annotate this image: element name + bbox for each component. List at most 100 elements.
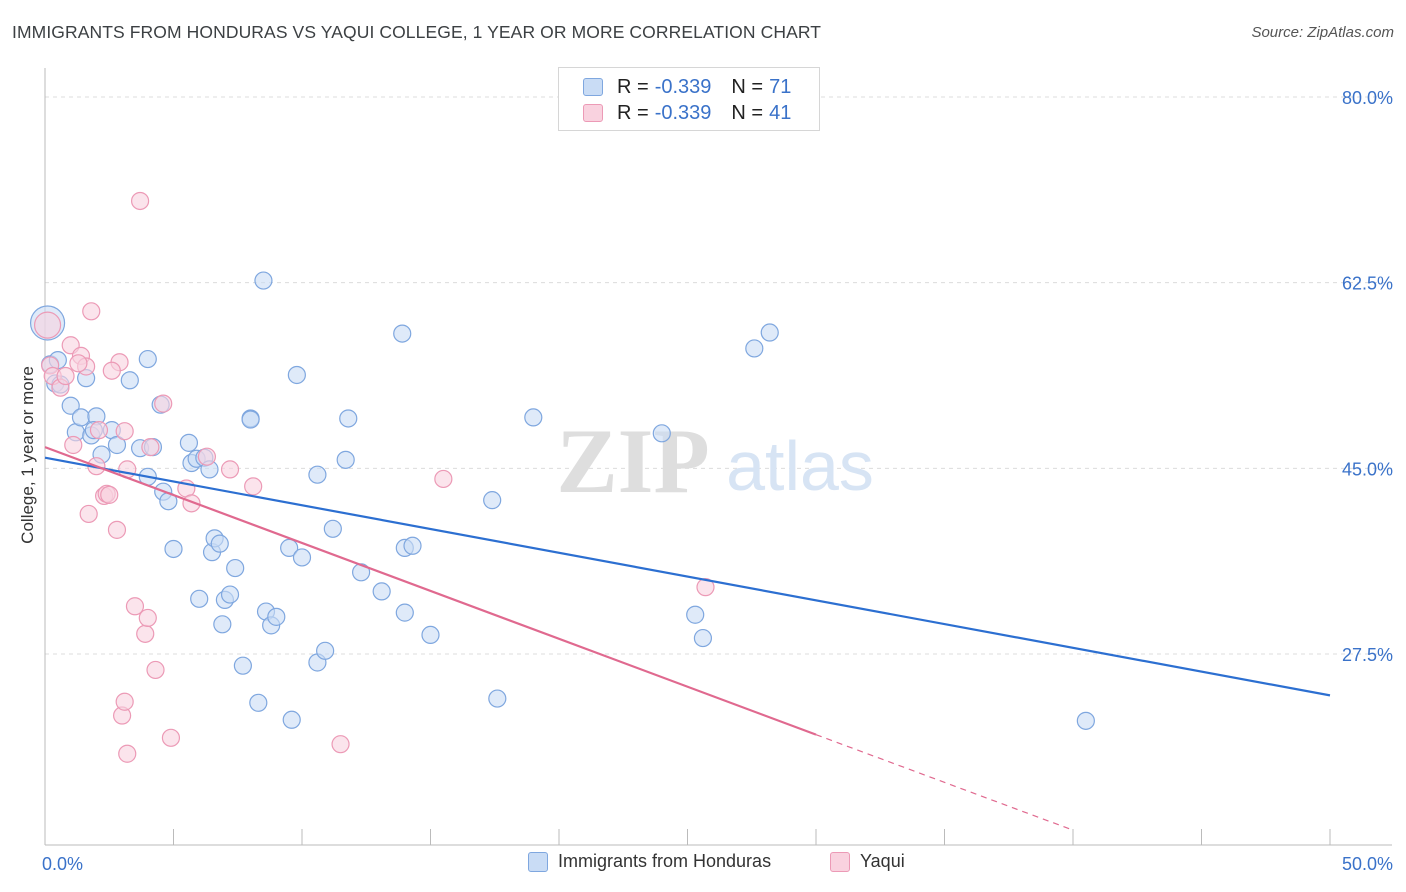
honduras-point	[352, 563, 371, 582]
yaqui-trend-line	[44, 446, 817, 736]
honduras-trend-line	[44, 456, 1331, 697]
yaqui-point	[82, 302, 101, 321]
yaqui-point	[197, 447, 217, 466]
x-tick-label: 0.0%	[42, 854, 83, 874]
honduras-point	[403, 536, 422, 555]
honduras-point	[745, 339, 764, 358]
honduras-point	[686, 605, 705, 624]
honduras-point	[107, 435, 127, 455]
r-value: -0.339	[654, 101, 712, 124]
y-axis-label: College, 1 year or more	[18, 366, 37, 544]
yaqui-point	[161, 728, 181, 747]
honduras-point	[282, 710, 301, 729]
yaqui-point	[125, 597, 145, 616]
yaqui-point	[434, 469, 453, 489]
n-value: 71	[769, 75, 792, 98]
yaqui-point	[89, 421, 109, 440]
honduras-point	[179, 433, 199, 452]
n-label: N =	[731, 75, 764, 98]
honduras-point	[71, 408, 91, 427]
honduras-point	[652, 424, 671, 443]
yaqui-point	[79, 504, 98, 524]
honduras-point	[233, 656, 252, 675]
honduras-swatch	[528, 851, 548, 872]
points-layer	[29, 191, 1095, 763]
yaqui-swatch	[583, 104, 603, 122]
honduras-point	[138, 349, 157, 369]
honduras-point	[372, 582, 391, 601]
legend-label-yaqui: Yaqui	[860, 851, 905, 871]
watermark-atlas: atlas	[726, 427, 874, 505]
yaqui-point	[136, 624, 155, 643]
honduras-point	[323, 519, 342, 538]
label-layer: 27.5% 45.0% 62.5% 80.0% 0.0% 50.0% College, 1 …	[18, 88, 1393, 874]
yaqui-point	[115, 422, 134, 441]
honduras-point	[336, 450, 355, 469]
honduras-point	[287, 365, 306, 385]
honduras-point	[120, 371, 139, 390]
honduras-point	[421, 625, 440, 645]
honduras-point	[213, 615, 232, 634]
stats-legend-row-yaqui: R = -0.339 N = 41	[583, 100, 791, 126]
stats-legend-row-honduras: R = -0.339 N = 71	[583, 74, 791, 100]
honduras-point	[488, 689, 507, 708]
yaqui-point	[331, 735, 350, 754]
yaqui-trend-line	[815, 734, 1074, 831]
n-value: 41	[769, 101, 792, 124]
yaqui-point	[696, 578, 715, 597]
yaqui-point	[220, 460, 240, 479]
honduras-point	[210, 534, 229, 553]
yaqui-point	[69, 354, 88, 373]
yaqui-point	[56, 366, 75, 386]
honduras-point	[61, 396, 80, 415]
honduras-point	[308, 465, 327, 484]
yaqui-point	[130, 191, 150, 211]
n-label: N =	[731, 101, 764, 124]
honduras-point	[393, 324, 412, 343]
legend-label-honduras: Immigrants from Honduras	[558, 851, 772, 871]
yaqui-point	[33, 311, 62, 339]
honduras-point	[1076, 711, 1095, 730]
watermark: ZIP atlas	[556, 410, 874, 512]
y-tick-label: 27.5%	[1342, 645, 1393, 665]
y-tick-label: 80.0%	[1342, 88, 1393, 108]
honduras-point	[254, 271, 273, 290]
yaqui-point	[115, 692, 134, 711]
honduras-point	[280, 538, 299, 558]
yaqui-point	[141, 438, 160, 457]
honduras-point	[316, 641, 335, 660]
x-tick-label: 50.0%	[1342, 854, 1393, 874]
honduras-point	[190, 589, 209, 608]
yaqui-point	[138, 608, 157, 628]
source-label: Source: ZipAtlas.com	[1251, 24, 1394, 41]
honduras-point	[339, 409, 358, 428]
yaqui-swatch	[830, 851, 850, 872]
yaqui-point	[64, 435, 83, 455]
honduras-point	[164, 539, 183, 559]
honduras-point	[693, 628, 713, 648]
trend-layer	[44, 446, 1331, 831]
honduras-point	[524, 408, 543, 427]
honduras-swatch	[583, 78, 603, 96]
legend-item-honduras[interactable]: Immigrants from Honduras	[528, 851, 771, 872]
honduras-point	[267, 607, 286, 626]
yaqui-point	[146, 660, 165, 680]
honduras-point	[760, 323, 779, 342]
watermark-zip: ZIP	[556, 410, 709, 512]
yaqui-point	[244, 477, 263, 496]
honduras-point	[226, 558, 245, 578]
yaqui-point	[107, 520, 127, 539]
yaqui-point	[102, 361, 121, 380]
y-tick-label: 62.5%	[1342, 274, 1393, 294]
legend-item-yaqui[interactable]: Yaqui	[830, 851, 905, 872]
honduras-point	[241, 410, 260, 429]
r-label: R =	[617, 101, 649, 124]
r-value: -0.339	[654, 75, 712, 98]
yaqui-point	[100, 485, 119, 504]
r-label: R =	[617, 75, 649, 98]
yaqui-point	[118, 744, 137, 763]
honduras-point	[395, 603, 414, 622]
y-tick-label: 45.0%	[1342, 459, 1393, 479]
grid-layer	[45, 96, 1392, 655]
